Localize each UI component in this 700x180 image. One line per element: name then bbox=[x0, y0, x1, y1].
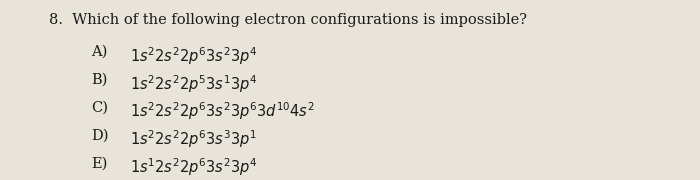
Text: E): E) bbox=[91, 157, 107, 171]
Text: $1s^22s^22p^63s^33p^1$: $1s^22s^22p^63s^33p^1$ bbox=[130, 129, 256, 150]
Text: B): B) bbox=[91, 73, 107, 87]
Text: $1s^22s^22p^53s^13p^4$: $1s^22s^22p^53s^13p^4$ bbox=[130, 73, 257, 95]
Text: A): A) bbox=[91, 45, 107, 59]
Text: $1s^22s^22p^63s^23p^63d^{10}4s^2$: $1s^22s^22p^63s^23p^63d^{10}4s^2$ bbox=[130, 101, 314, 123]
Text: 8.  Which of the following electron configurations is impossible?: 8. Which of the following electron confi… bbox=[49, 13, 527, 27]
Text: C): C) bbox=[91, 101, 108, 115]
Text: $1s^12s^22p^63s^23p^4$: $1s^12s^22p^63s^23p^4$ bbox=[130, 157, 257, 178]
Text: $1s^22s^22p^63s^23p^4$: $1s^22s^22p^63s^23p^4$ bbox=[130, 45, 257, 67]
Text: D): D) bbox=[91, 129, 108, 143]
